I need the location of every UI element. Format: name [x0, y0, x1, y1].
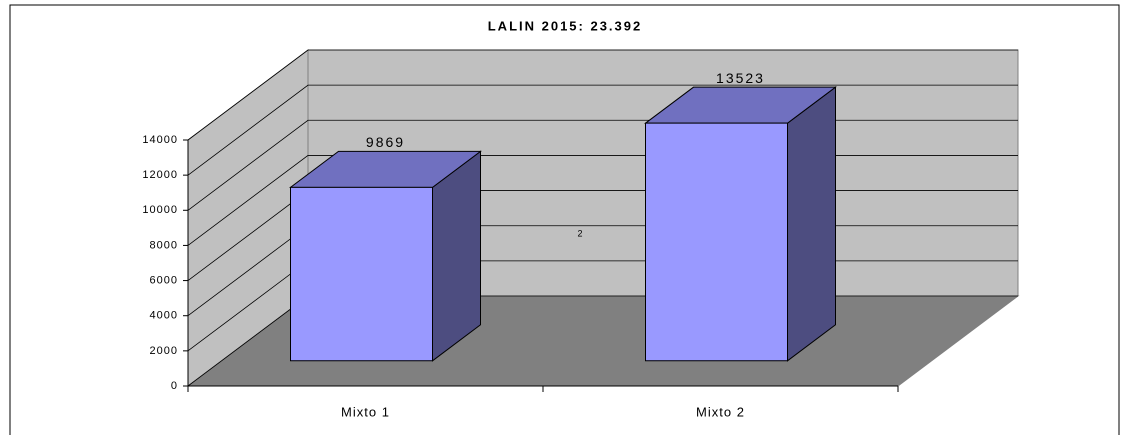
y-tick-label: 8000 — [150, 239, 178, 251]
y-tick-label: 4000 — [150, 310, 178, 322]
x-tick-label: Mixto 2 — [696, 404, 745, 419]
y-tick-label: 2000 — [150, 345, 178, 357]
bar-side — [432, 150, 481, 362]
bar-side — [787, 86, 836, 362]
y-tick-label: 14000 — [142, 134, 178, 146]
y-tick-label: 6000 — [150, 274, 178, 286]
bar-front — [290, 186, 433, 362]
x-tick-label: Mixto 1 — [341, 404, 390, 419]
annotation: 2 — [577, 228, 582, 238]
grid-line — [187, 84, 1018, 176]
y-tick-label: 10000 — [142, 204, 178, 216]
chart-title: LALIN 2015: 23.392 — [488, 18, 643, 33]
value-label: 9869 — [366, 134, 405, 150]
grid-line — [187, 49, 1018, 141]
y-tick-label: 12000 — [142, 169, 178, 181]
value-label: 13523 — [716, 70, 765, 86]
bar-front — [645, 122, 788, 362]
y-tick-label: 0 — [171, 380, 178, 392]
